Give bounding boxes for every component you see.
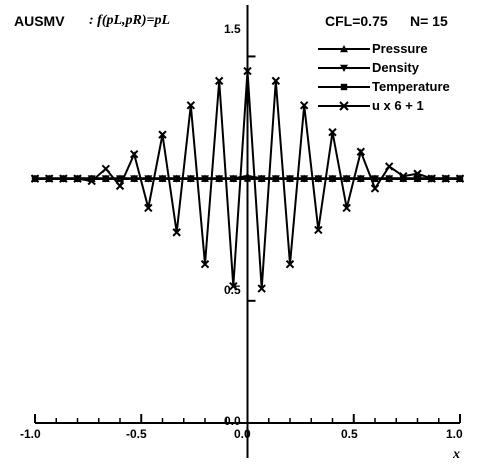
data-point-temperature: [187, 175, 195, 182]
data-point-velocity: [328, 127, 337, 137]
data-point-velocity: [200, 259, 210, 269]
data-point-velocity: [214, 76, 224, 86]
data-point-temperature: [173, 175, 180, 182]
data-point-temperature: [300, 175, 308, 182]
legend-symbol-velocity: [318, 101, 370, 111]
data-point-velocity: [30, 174, 40, 183]
x-tick-label: 0.5: [341, 427, 358, 441]
data-point-temperature: [230, 175, 237, 182]
data-point-velocity: [285, 259, 295, 269]
data-point-velocity: [87, 176, 96, 186]
series-velocity: [30, 66, 465, 293]
data-point-temperature: [145, 175, 152, 182]
data-point-velocity: [314, 225, 323, 235]
flux-formula: : f(pL,pR)=pL: [89, 13, 171, 28]
data-point-velocity: [243, 66, 252, 76]
data-point-temperature: [272, 175, 280, 182]
data-point-temperature: [414, 175, 421, 182]
data-point-velocity: [427, 174, 436, 183]
y-tick-label: 0.5: [224, 283, 241, 297]
x-tick-label: -1.0: [20, 427, 41, 441]
series-layer: [30, 66, 465, 293]
data-point-velocity: [370, 184, 380, 193]
legend-symbol-density: [318, 64, 370, 72]
legend-label-velocity: u x 6 + 1: [372, 98, 424, 113]
data-point-temperature: [371, 175, 379, 182]
legend-label-density: Density: [372, 60, 419, 75]
legend-label-pressure: Pressure: [372, 41, 428, 56]
data-point-velocity: [441, 174, 451, 183]
scheme-title: AUSMV: [14, 13, 65, 29]
data-point-temperature: [244, 175, 251, 182]
data-point-velocity: [144, 203, 153, 213]
data-point-temperature: [315, 175, 322, 182]
y-tick-label: 1.5: [224, 22, 241, 36]
legend-label-temperature: Temperature: [372, 79, 450, 94]
x-tick-label: 0.0: [234, 427, 251, 441]
data-point-temperature: [357, 175, 365, 182]
data-point-temperature: [329, 175, 336, 182]
data-point-velocity: [172, 228, 181, 237]
legend-symbol-temperature: [318, 83, 370, 91]
data-point-velocity: [257, 284, 266, 293]
data-point-velocity: [342, 203, 351, 213]
data-point-temperature: [400, 175, 407, 182]
data-point-temperature: [215, 175, 223, 182]
data-point-velocity: [129, 149, 139, 159]
data-point-velocity: [384, 162, 394, 171]
data-point-velocity: [44, 174, 54, 183]
data-point-velocity: [186, 101, 196, 110]
x-axis-label: x: [453, 447, 460, 462]
x-tick-label: 1.0: [446, 427, 463, 441]
data-point-velocity: [455, 174, 465, 183]
data-point-velocity: [158, 130, 167, 139]
data-point-velocity: [356, 147, 366, 156]
data-point-temperature: [88, 175, 95, 182]
data-point-velocity: [271, 76, 281, 86]
data-point-temperature: [385, 175, 393, 182]
data-point-temperature: [159, 175, 166, 182]
legend-symbols: [318, 45, 370, 111]
data-point-velocity: [413, 169, 422, 178]
data-point-velocity: [115, 181, 125, 191]
data-point-temperature: [258, 175, 265, 182]
data-point-temperature: [343, 175, 350, 182]
data-point-temperature: [286, 175, 294, 182]
data-point-velocity: [59, 174, 68, 183]
legend-symbol-pressure: [318, 45, 370, 53]
data-point-velocity: [299, 101, 309, 110]
data-point-velocity: [73, 174, 82, 183]
cfl-label: CFL=0.75: [325, 13, 388, 29]
data-point-temperature: [102, 175, 110, 182]
x-tick-label: -0.5: [126, 427, 147, 441]
data-point-velocity: [229, 281, 238, 291]
data-point-velocity: [101, 164, 111, 174]
y-tick-label: 0.0: [224, 414, 241, 428]
n-label: N= 15: [410, 13, 448, 29]
data-point-temperature: [116, 175, 124, 182]
data-point-temperature: [130, 175, 138, 182]
data-point-velocity: [399, 171, 408, 181]
data-point-temperature: [201, 175, 209, 182]
